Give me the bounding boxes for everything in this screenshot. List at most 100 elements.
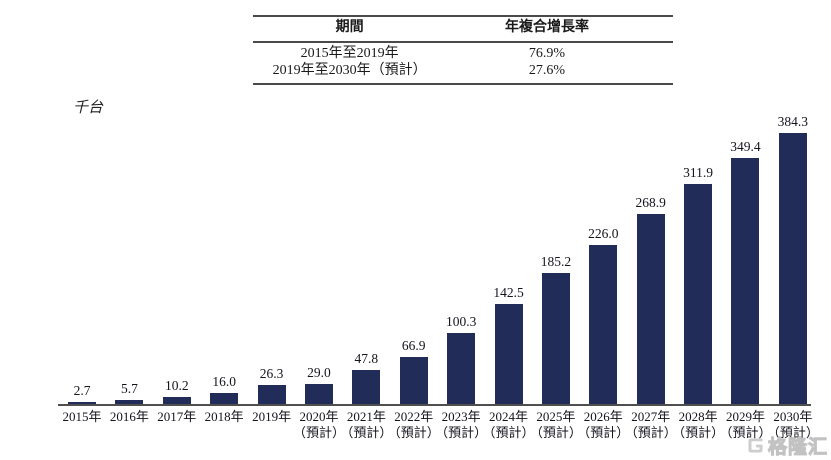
bar — [731, 157, 760, 404]
bar-column: 29.0 — [304, 364, 333, 404]
bar-value-label: 5.7 — [120, 380, 138, 396]
cagr-cell: 27.6% — [528, 62, 566, 78]
x-tick-year: 2028年 — [678, 409, 718, 424]
x-tick-note: （預計） — [529, 425, 582, 440]
bar-series: 2.7 5.7 10.2 16.0 26.3 29.0 47.8 66.9 10… — [68, 114, 809, 404]
x-tick-year: 2018年 — [204, 409, 244, 424]
bar — [68, 402, 96, 404]
watermark: 格隆汇 — [745, 432, 828, 459]
bar — [162, 396, 191, 404]
x-tick-label: 2027年 （預計） — [625, 409, 677, 441]
bar-column: 2.7 — [68, 383, 96, 404]
bar-column: 66.9 — [399, 337, 428, 404]
bar — [210, 392, 239, 404]
x-tick-label: 2018年 — [205, 409, 244, 425]
bar — [257, 385, 286, 404]
bar-value-label: 47.8 — [354, 351, 379, 367]
table-row: 2015年至2019年 76.9% — [253, 45, 673, 62]
y-axis-unit-label: 千台 — [73, 100, 104, 116]
bar-column: 16.0 — [210, 374, 239, 404]
x-tick-year: 2017年 — [157, 409, 197, 424]
bar-column: 268.9 — [635, 195, 666, 404]
x-tick-year: 2015年 — [62, 409, 102, 424]
x-tick-year: 2027年 — [631, 409, 671, 424]
x-tick-label: 2029年 （預計） — [719, 409, 771, 441]
bar — [494, 303, 523, 404]
x-tick-label: 2019年 — [252, 409, 291, 425]
x-tick-note: （預計） — [766, 425, 819, 440]
bar-column: 47.8 — [352, 351, 381, 404]
x-tick-note: （預計） — [435, 425, 488, 440]
bar-column: 5.7 — [115, 380, 144, 404]
bar — [399, 356, 428, 404]
cagr-cell: 76.9% — [528, 45, 566, 61]
x-tick-year: 2019年 — [252, 409, 292, 424]
period-cell: 2015年至2019年 — [300, 45, 399, 61]
x-tick-label: 2023年 （預計） — [435, 409, 487, 441]
x-tick-year: 2025年 — [536, 409, 576, 424]
x-tick-label: 2030年 （預計） — [767, 409, 819, 441]
x-tick-year: 2023年 — [441, 409, 481, 424]
x-tick-note: （預計） — [340, 425, 393, 440]
bar — [589, 244, 618, 404]
cagr-table: 期間 年複合增長率 2015年至2019年 76.9% 2019年至2030年（… — [253, 15, 673, 85]
x-tick-year: 2021年 — [346, 409, 386, 424]
x-tick-label: 2015年 — [63, 409, 102, 425]
bar-value-label: 185.2 — [540, 254, 572, 270]
watermark-text: 格隆汇 — [767, 437, 828, 459]
bar-value-label: 26.3 — [259, 366, 284, 382]
cagr-column-header: 年複合增長率 — [504, 20, 589, 35]
x-tick-note: （預計） — [577, 425, 630, 440]
bar-value-label: 100.3 — [445, 314, 477, 330]
bar-column: 100.3 — [445, 314, 477, 404]
bar — [541, 273, 570, 404]
x-tick-year: 2022年 — [394, 409, 434, 424]
bar — [447, 333, 476, 404]
bar-column: 349.4 — [730, 138, 761, 404]
bar-value-label: 142.5 — [493, 284, 524, 300]
bar-value-label: 2.7 — [73, 383, 91, 399]
x-tick-year: 2016年 — [109, 409, 149, 424]
bar-value-label: 268.9 — [635, 195, 666, 211]
bar-value-label: 349.4 — [730, 138, 761, 154]
bar-column: 384.3 — [777, 114, 809, 404]
x-tick-year: 2024年 — [489, 409, 529, 424]
bar — [304, 383, 333, 404]
x-tick-label: 2017年 — [157, 409, 196, 425]
bar-value-label: 66.9 — [401, 337, 426, 353]
gelonghui-logo-icon — [748, 438, 763, 453]
x-tick-label: 2024年 （預計） — [483, 409, 535, 441]
bar — [636, 214, 665, 404]
bar-value-label: 384.3 — [777, 114, 809, 129]
bar-column: 142.5 — [493, 284, 524, 404]
x-tick-label: 2028年 （預計） — [672, 409, 724, 441]
bar-column: 26.3 — [257, 366, 286, 404]
x-tick-year: 2029年 — [725, 409, 765, 424]
x-tick-year: 2020年 — [299, 409, 339, 424]
table-row: 2019年至2030年（預計） 27.6% — [253, 62, 673, 79]
bar-value-label: 226.0 — [588, 225, 619, 241]
x-tick-note: （預計） — [624, 425, 677, 440]
x-tick-label: 2022年 （預計） — [388, 409, 440, 441]
bar-column: 10.2 — [162, 378, 191, 404]
bar — [352, 370, 381, 404]
x-axis-line — [58, 404, 811, 406]
bar-value-label: 311.9 — [683, 165, 714, 181]
bar-column: 185.2 — [540, 254, 572, 404]
x-tick-note: （預計） — [292, 425, 345, 440]
bar-column: 226.0 — [588, 225, 619, 404]
bar — [778, 133, 807, 404]
x-tick-label: 2025年 （預計） — [530, 409, 582, 441]
x-tick-year: 2030年 — [773, 409, 813, 424]
x-tick-note: （預計） — [719, 425, 772, 440]
x-tick-note: （預計） — [672, 425, 725, 440]
x-tick-label: 2021年 （預計） — [340, 409, 392, 441]
x-tick-year: 2026年 — [583, 409, 623, 424]
bar — [115, 399, 144, 404]
x-tick-label: 2016年 — [110, 409, 149, 425]
cagr-table-header: 期間 年複合增長率 — [253, 17, 673, 43]
bar-value-label: 29.0 — [307, 364, 331, 380]
x-tick-note: （預計） — [482, 425, 535, 440]
period-cell: 2019年至2030年（預計） — [272, 62, 427, 78]
x-tick-label: 2026年 （預計） — [577, 409, 629, 441]
